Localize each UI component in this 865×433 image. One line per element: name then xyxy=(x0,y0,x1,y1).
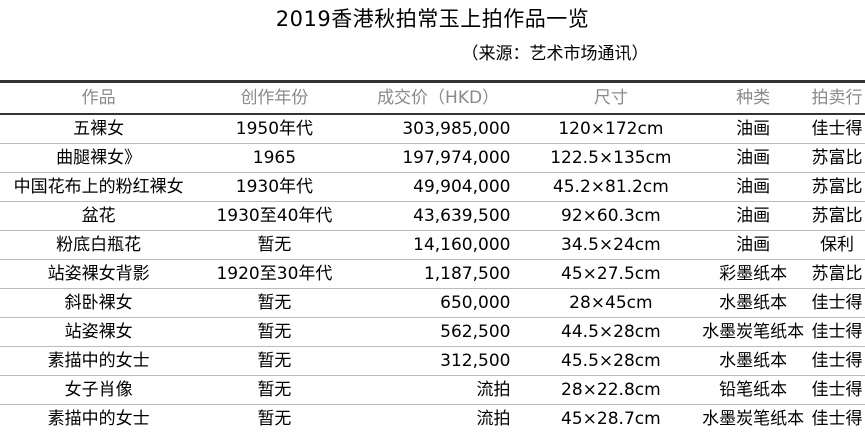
price-cell: 流拍 xyxy=(352,376,525,405)
header-work: 作品 xyxy=(0,82,197,114)
size-cell: 34.5×24cm xyxy=(524,231,697,260)
auction-house-cell: 佳士得 xyxy=(809,347,865,376)
auction-house-cell: 苏富比 xyxy=(809,260,865,289)
work-cell: 站姿裸女背影 xyxy=(0,260,197,289)
size-cell: 45×28.7cm xyxy=(524,405,697,433)
auction-house-cell: 佳士得 xyxy=(809,114,865,144)
size-cell: 45×27.5cm xyxy=(524,260,697,289)
year-cell: 1930至40年代 xyxy=(197,202,352,231)
year-cell: 暂无 xyxy=(197,231,352,260)
type-cell: 水墨炭笔纸本 xyxy=(697,318,809,347)
size-cell: 44.5×28cm xyxy=(524,318,697,347)
header-year: 创作年份 xyxy=(197,82,352,114)
price-cell: 562,500 xyxy=(352,318,525,347)
type-cell: 油画 xyxy=(697,173,809,202)
type-cell: 彩墨纸本 xyxy=(697,260,809,289)
size-cell: 28×22.8cm xyxy=(524,376,697,405)
price-cell: 49,904,000 xyxy=(352,173,525,202)
price-cell: 303,985,000 xyxy=(352,114,525,144)
year-cell: 1920至30年代 xyxy=(197,260,352,289)
size-cell: 120×172cm xyxy=(524,114,697,144)
year-cell: 1950年代 xyxy=(197,114,352,144)
size-cell: 28×45cm xyxy=(524,289,697,318)
year-cell: 暂无 xyxy=(197,289,352,318)
header-size: 尺寸 xyxy=(524,82,697,114)
size-cell: 45.2×81.2cm xyxy=(524,173,697,202)
auction-house-cell: 佳士得 xyxy=(809,289,865,318)
table-top-rule xyxy=(0,80,865,82)
header-type: 种类 xyxy=(697,82,809,114)
work-cell: 中国花布上的粉红裸女 xyxy=(0,173,197,202)
price-cell: 650,000 xyxy=(352,289,525,318)
type-cell: 水墨炭笔纸本 xyxy=(697,405,809,433)
size-cell: 122.5×135cm xyxy=(524,144,697,173)
price-cell: 流拍 xyxy=(352,405,525,433)
table-header-row: 作品 创作年份 成交价（HKD） 尺寸 种类 拍卖行 xyxy=(0,82,865,114)
work-cell: 素描中的女士 xyxy=(0,405,197,433)
auction-house-cell: 佳士得 xyxy=(809,376,865,405)
size-cell: 92×60.3cm xyxy=(524,202,697,231)
source-note: （来源：艺术市场通讯） xyxy=(430,42,680,66)
page-title: 2019香港秋拍常玉上拍作品一览 xyxy=(0,4,865,34)
price-cell: 43,639,500 xyxy=(352,202,525,231)
year-cell: 暂无 xyxy=(197,405,352,433)
work-cell: 盆花 xyxy=(0,202,197,231)
work-cell: 粉底白瓶花 xyxy=(0,231,197,260)
year-cell: 暂无 xyxy=(197,376,352,405)
work-cell: 曲腿裸女》 xyxy=(0,144,197,173)
price-cell: 14,160,000 xyxy=(352,231,525,260)
work-cell: 五裸女 xyxy=(0,114,197,144)
price-cell: 312,500 xyxy=(352,347,525,376)
work-cell: 站姿裸女 xyxy=(0,318,197,347)
work-cell: 女子肖像 xyxy=(0,376,197,405)
year-cell: 1965 xyxy=(197,144,352,173)
year-cell: 1930年代 xyxy=(197,173,352,202)
type-cell: 水墨纸本 xyxy=(697,347,809,376)
price-cell: 197,974,000 xyxy=(352,144,525,173)
auction-house-cell: 佳士得 xyxy=(809,318,865,347)
type-cell: 铅笔纸本 xyxy=(697,376,809,405)
year-cell: 暂无 xyxy=(197,347,352,376)
type-cell: 油画 xyxy=(697,144,809,173)
type-cell: 油画 xyxy=(697,202,809,231)
header-price: 成交价（HKD） xyxy=(352,82,525,114)
work-cell: 素描中的女士 xyxy=(0,347,197,376)
size-cell: 45.5×28cm xyxy=(524,347,697,376)
type-cell: 水墨纸本 xyxy=(697,289,809,318)
type-cell: 油画 xyxy=(697,231,809,260)
auction-house-cell: 佳士得 xyxy=(809,405,865,433)
auction-house-cell: 苏富比 xyxy=(809,144,865,173)
year-cell: 暂无 xyxy=(197,318,352,347)
header-auction-house: 拍卖行 xyxy=(809,82,865,114)
auction-house-cell: 苏富比 xyxy=(809,173,865,202)
auction-house-cell: 苏富比 xyxy=(809,202,865,231)
type-cell: 油画 xyxy=(697,114,809,144)
work-cell: 斜卧裸女 xyxy=(0,289,197,318)
price-cell: 1,187,500 xyxy=(352,260,525,289)
auction-house-cell: 保利 xyxy=(809,231,865,260)
